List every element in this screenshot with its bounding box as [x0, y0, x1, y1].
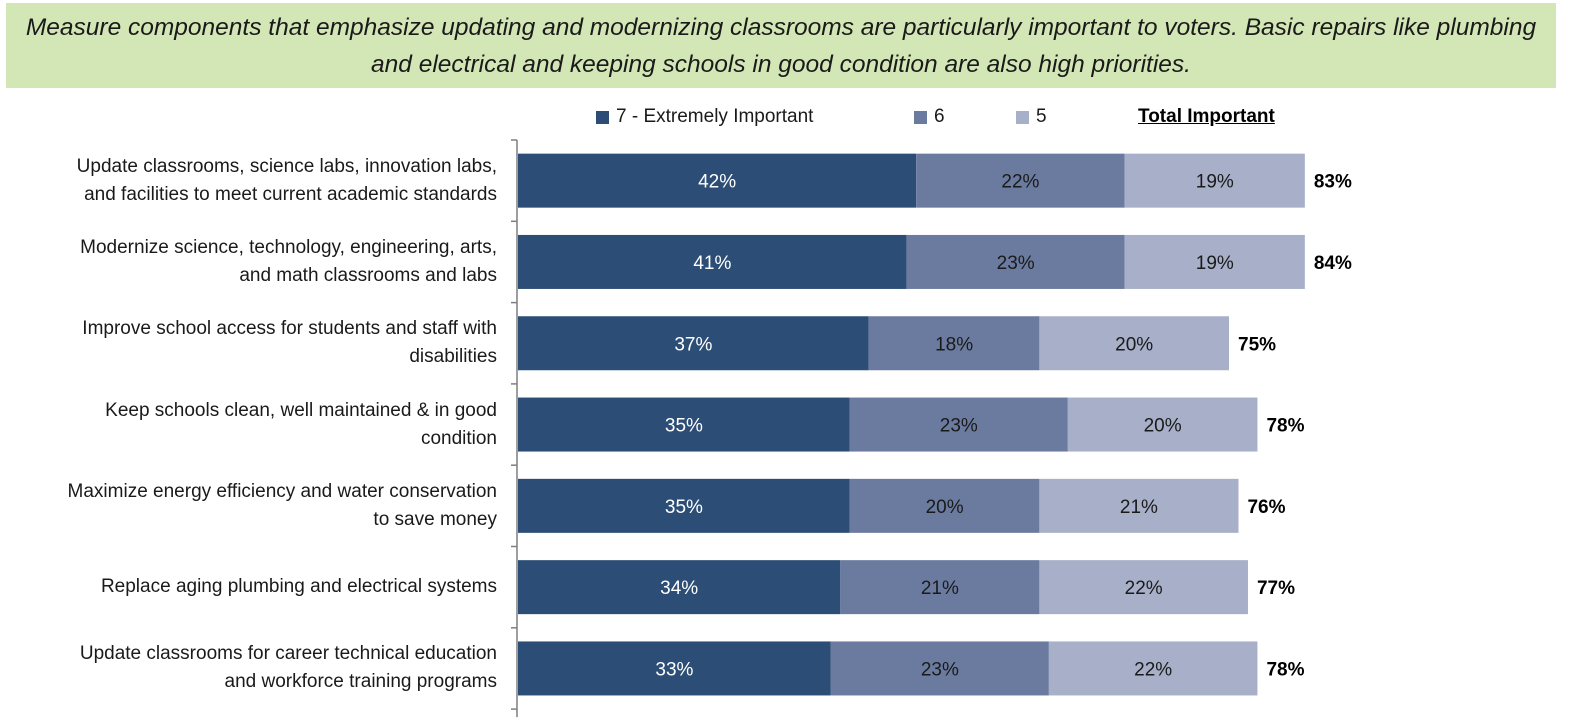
bar-segment	[849, 397, 1068, 452]
data-label: 21%	[921, 578, 959, 599]
bar-segment	[916, 153, 1125, 208]
bar-segment	[518, 234, 907, 289]
legend-label: 6	[934, 106, 945, 127]
legend-swatch	[914, 110, 927, 124]
data-label: 42%	[698, 172, 736, 193]
bar-segment	[1124, 153, 1305, 208]
data-label: 33%	[655, 659, 693, 680]
bar-segment	[1067, 397, 1258, 452]
bar-segment	[830, 641, 1049, 696]
bar-segment	[1048, 641, 1258, 696]
data-label: 22%	[1001, 172, 1039, 193]
bar-segment	[1039, 478, 1239, 533]
data-label: 35%	[665, 497, 703, 518]
category-label-line: Keep schools clean, well maintained & in…	[105, 399, 497, 421]
category-label: Update classrooms for career technical e…	[0, 640, 497, 696]
bar-segment	[518, 153, 917, 208]
category-label: Keep schools clean, well maintained & in…	[0, 397, 497, 453]
bar-segment	[1039, 316, 1229, 371]
bar-segment	[518, 478, 850, 533]
data-label: 19%	[1196, 172, 1234, 193]
bar-segment	[840, 560, 1040, 615]
category-label-line: Update classrooms, science labs, innovat…	[76, 155, 497, 177]
category-label-line: Maximize energy efficiency and water con…	[67, 480, 497, 502]
total-label: 78%	[1266, 659, 1304, 680]
legend-label: 5	[1036, 106, 1047, 127]
category-label-line: Improve school access for students and s…	[82, 318, 497, 340]
bar-segment	[1039, 560, 1248, 615]
legend-label: 7 - Extremely Important	[616, 106, 814, 127]
bar-segment	[1124, 234, 1305, 289]
data-label: 35%	[665, 416, 703, 437]
category-label: Maximize energy efficiency and water con…	[0, 478, 497, 534]
legend: 7 - Extremely Important 6 5 Total Import…	[0, 100, 1583, 134]
category-label-line: Modernize science, technology, engineeri…	[80, 236, 497, 258]
data-label: 20%	[1144, 416, 1182, 437]
data-label: 37%	[674, 334, 712, 355]
data-label: 21%	[1120, 497, 1158, 518]
bar-segment	[906, 234, 1125, 289]
data-label: 23%	[997, 253, 1035, 274]
bar-segment	[518, 641, 831, 696]
category-label: Replace aging plumbing and electrical sy…	[0, 573, 497, 601]
total-label: 76%	[1247, 497, 1285, 518]
category-label: Update classrooms, science labs, innovat…	[0, 153, 497, 209]
headline-banner: Measure components that emphasize updati…	[6, 3, 1556, 88]
data-label: 23%	[921, 659, 959, 680]
total-label: 78%	[1266, 416, 1304, 437]
data-label: 19%	[1196, 253, 1234, 274]
bar-segment	[518, 560, 841, 615]
category-label-line: and facilities to meet current academic …	[84, 183, 497, 205]
total-label: 84%	[1314, 253, 1352, 274]
data-label: 20%	[1115, 334, 1153, 355]
bar-segment	[868, 316, 1040, 371]
data-label: 20%	[926, 497, 964, 518]
legend-item-extremely-important: 7 - Extremely Important	[596, 106, 813, 128]
category-label-line: to save money	[373, 508, 497, 530]
data-label: 22%	[1134, 659, 1172, 680]
total-label: 75%	[1238, 334, 1276, 355]
category-label-line: and workforce training programs	[224, 671, 497, 693]
legend-item-6: 6	[914, 106, 945, 128]
legend-swatch	[1016, 110, 1029, 124]
data-label: 41%	[693, 253, 731, 274]
total-label: 77%	[1257, 578, 1295, 599]
bar-segment	[849, 478, 1040, 533]
category-label: Modernize science, technology, engineeri…	[0, 234, 497, 290]
category-label-line: and math classrooms and labs	[239, 264, 497, 286]
bar-segment	[518, 397, 850, 452]
total-label: 83%	[1314, 172, 1352, 193]
data-label: 23%	[940, 416, 978, 437]
data-label: 34%	[660, 578, 698, 599]
bar-segment	[518, 316, 869, 371]
category-label: Improve school access for students and s…	[0, 315, 497, 371]
data-label: 18%	[935, 334, 973, 355]
legend-total-important: Total Important	[1138, 106, 1275, 127]
data-label: 22%	[1125, 578, 1163, 599]
category-label-line: Replace aging plumbing and electrical sy…	[100, 576, 497, 598]
category-label-line: condition	[420, 427, 497, 449]
category-label-line: Update classrooms for career technical e…	[79, 643, 497, 665]
category-label-line: disabilities	[409, 346, 497, 368]
legend-swatch	[596, 110, 609, 124]
legend-item-5: 5	[1016, 106, 1047, 128]
